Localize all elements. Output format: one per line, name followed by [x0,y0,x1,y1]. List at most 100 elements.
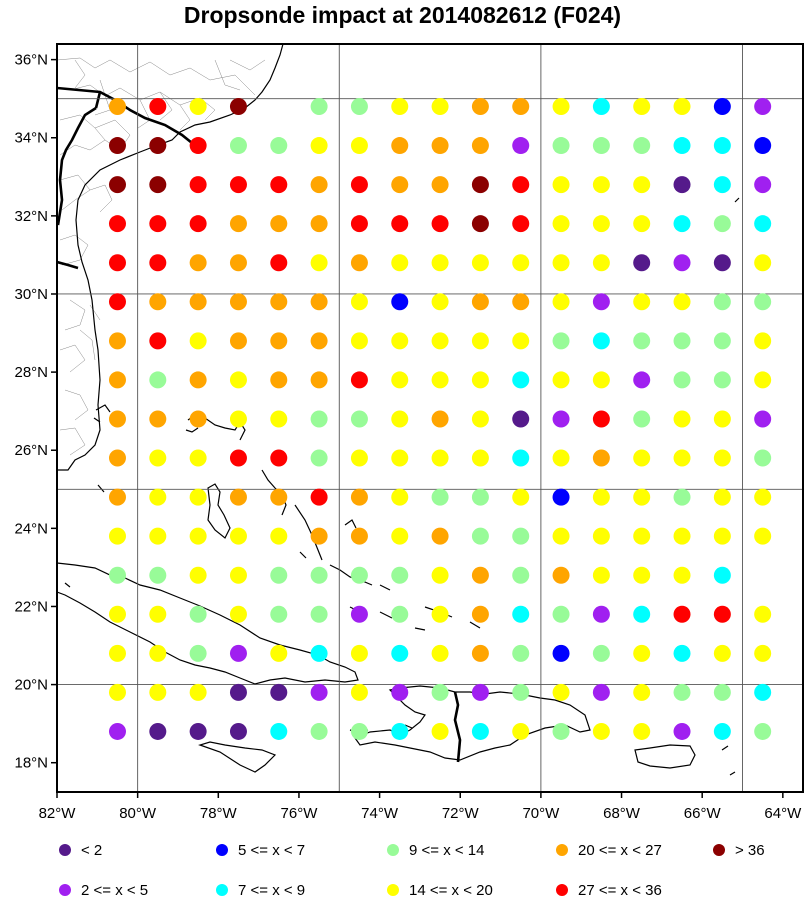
impact-dot [189,293,207,311]
legend-label: 5 <= x < 7 [238,842,305,859]
legend-label: < 2 [81,842,102,859]
impact-dot [431,683,449,701]
impact-dot [471,293,489,311]
impact-dot [189,722,207,740]
impact-dot [512,605,530,623]
impact-dot [149,410,167,428]
impact-dot [350,566,368,584]
impact-dot [149,644,167,662]
impact-dot [431,566,449,584]
impact-dot [552,449,570,467]
lat-tick-label: 32°N [14,208,48,225]
impact-dot [431,371,449,389]
impact-dot [754,137,772,155]
impact-dot [713,527,731,545]
impact-dot [391,293,409,311]
impact-dot [673,137,691,155]
legend-swatch [387,884,399,896]
impact-dot [754,683,772,701]
impact-dot [633,566,651,584]
impact-dot [310,449,328,467]
impact-dot [310,722,328,740]
impact-dot [149,371,167,389]
impact-dot [512,566,530,584]
impact-dot [149,566,167,584]
impact-dot [592,644,610,662]
impact-dot [270,410,288,428]
lat-tick-label: 36°N [14,52,48,69]
impact-dot [229,371,247,389]
impact-dot [754,215,772,233]
impact-dot [754,176,772,194]
impact-dot [310,488,328,506]
impact-dot [431,410,449,428]
impact-dot [229,176,247,194]
impact-dot [310,137,328,155]
impact-dot [391,176,409,194]
impact-dot [229,566,247,584]
legend-swatch [216,844,228,856]
impact-dot [229,449,247,467]
impact-dot [108,644,126,662]
impact-dot [512,644,530,662]
impact-dot [633,371,651,389]
impact-dot [552,722,570,740]
impact-dot [431,488,449,506]
legend-swatch [556,884,568,896]
impact-dot [673,97,691,115]
impact-dot [229,605,247,623]
impact-dot [391,566,409,584]
legend-label: 20 <= x < 27 [578,842,662,859]
axis-ticks: 82°W 80°W 78°W 76°W 74°W 72°W 70°W 68°W 66°W 64°W… [14,52,802,822]
impact-dot [149,683,167,701]
impact-dot [310,683,328,701]
impact-dot [512,97,530,115]
legend-label: > 36 [735,842,765,859]
impact-dot [229,410,247,428]
impact-dot [108,215,126,233]
impact-dot [754,449,772,467]
impact-dot [552,566,570,584]
impact-dot [633,488,651,506]
impact-dot [552,215,570,233]
impact-dot [713,371,731,389]
impact-dot [391,683,409,701]
lat-tick-label: 22°N [14,598,48,615]
impact-dot [350,215,368,233]
impact-dot [512,410,530,428]
impact-dot [391,488,409,506]
impact-dot [673,566,691,584]
impact-dot [189,488,207,506]
impact-dot [270,683,288,701]
impact-dot [310,527,328,545]
impact-dot [633,605,651,623]
impact-dot [108,371,126,389]
impact-dot [149,722,167,740]
impact-dots [108,97,772,740]
legend-label: 27 <= x < 36 [578,882,662,899]
impact-dot [431,254,449,272]
impact-dot [431,137,449,155]
impact-dot [270,137,288,155]
impact-dot [431,605,449,623]
impact-dot [149,97,167,115]
impact-dot [673,371,691,389]
impact-dot [350,683,368,701]
impact-dot [310,215,328,233]
lat-tick-label: 30°N [14,286,48,303]
impact-dot [713,449,731,467]
grid-lines [57,44,803,792]
impact-dot [512,215,530,233]
impact-dot [713,97,731,115]
impact-dot [189,605,207,623]
impact-dot [592,566,610,584]
legend: < 2 5 <= x < 7 9 <= x < 14 20 <= x < 27 > 36… [59,842,765,899]
impact-dot [471,722,489,740]
impact-dot [592,97,610,115]
impact-dot [350,97,368,115]
impact-dot [189,410,207,428]
impact-dot [310,605,328,623]
impact-dot [673,683,691,701]
impact-dot [673,527,691,545]
